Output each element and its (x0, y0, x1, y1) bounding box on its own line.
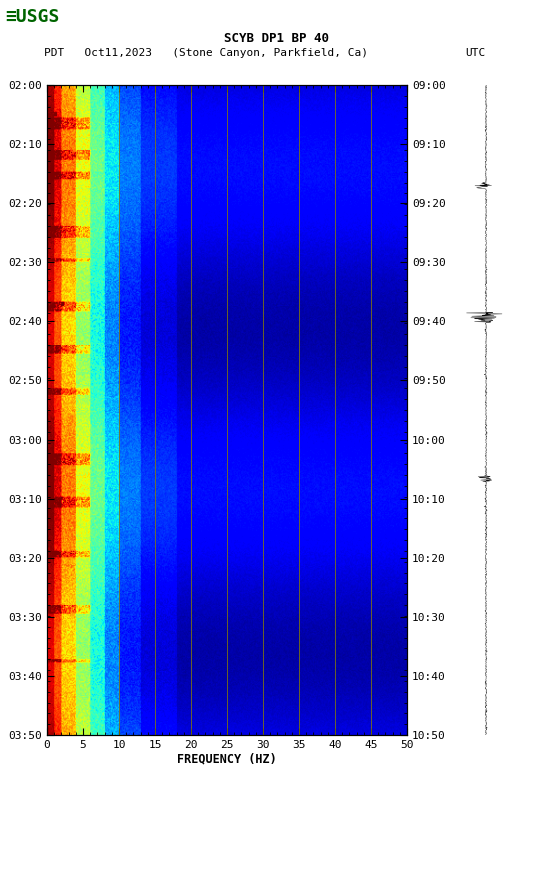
Text: ≡USGS: ≡USGS (6, 8, 60, 26)
Text: PDT   Oct11,2023   (Stone Canyon, Parkfield, Ca): PDT Oct11,2023 (Stone Canyon, Parkfield,… (44, 48, 368, 58)
Text: UTC: UTC (465, 48, 486, 58)
Text: SCYB DP1 BP 40: SCYB DP1 BP 40 (224, 31, 328, 45)
X-axis label: FREQUENCY (HZ): FREQUENCY (HZ) (177, 753, 277, 765)
